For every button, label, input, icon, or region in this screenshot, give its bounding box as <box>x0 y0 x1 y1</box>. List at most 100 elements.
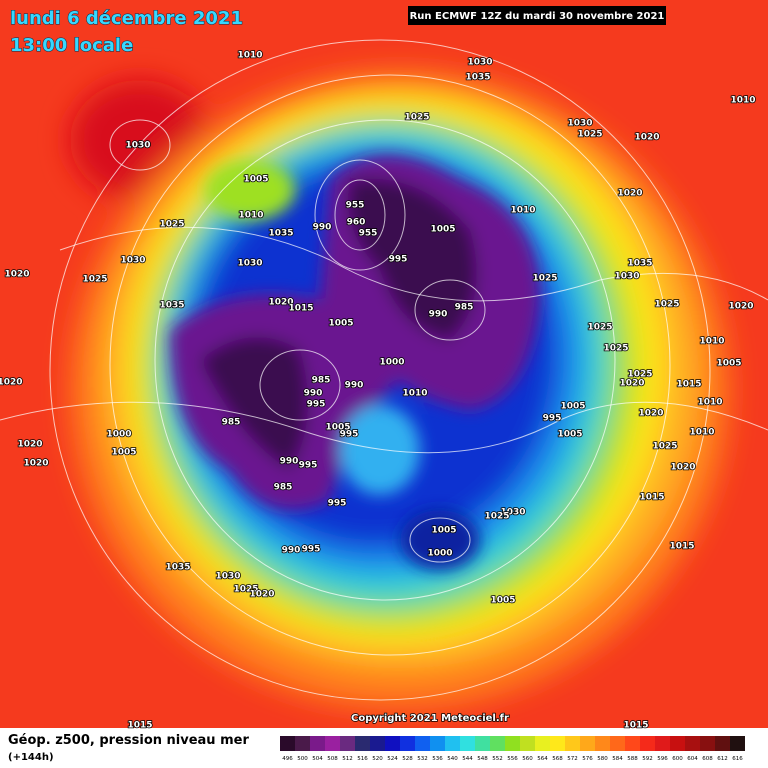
colorbar-cell <box>655 736 670 751</box>
isobar-label: 1025 <box>233 585 258 595</box>
colorbar-cell <box>310 736 325 751</box>
isobar-label: 1005 <box>560 402 585 412</box>
isobar-label: 1020 <box>4 270 29 280</box>
isobar-label: 985 <box>312 376 331 386</box>
isobar-label: 1010 <box>689 428 714 438</box>
isobar-label: 1030 <box>125 141 150 151</box>
footer-title: Géop. z500, pression niveau mer <box>8 733 249 748</box>
isobar-label: 1005 <box>716 359 741 369</box>
isobar-label: 1020 <box>0 378 23 388</box>
isobar-label: 995 <box>328 499 347 509</box>
colorbar-label: 500 <box>297 756 308 762</box>
colorbar-cell <box>340 736 355 751</box>
isobar-label: 1005 <box>243 175 268 185</box>
colorbar: 496 500 504 508 512 516 520 524 528 532 536 540 544 5… <box>280 736 745 762</box>
colorbar-cell <box>490 736 505 751</box>
isobar-label: 1015 <box>623 721 648 731</box>
isobar-label: 1020 <box>23 459 48 469</box>
colorbar-label: 608 <box>702 756 713 762</box>
colorbar-label: 556 <box>507 756 518 762</box>
isobar-label: 1010 <box>238 211 263 221</box>
colorbar-cell <box>295 736 310 751</box>
colorbar-label: 548 <box>477 756 488 762</box>
colorbar-label: 496 <box>282 756 293 762</box>
isobar-label: 1030 <box>614 272 639 282</box>
isobar-label: 995 <box>389 255 408 265</box>
isobar-label: 1025 <box>654 300 679 310</box>
isobar-label: 1000 <box>379 358 404 368</box>
run-info: Run ECMWF 12Z du mardi 30 novembre 2021 <box>410 11 665 22</box>
isobar-label: 990 <box>429 310 448 320</box>
isobar-label: 960 <box>347 218 366 228</box>
isobar-label: 1020 <box>17 440 42 450</box>
colorbar-label: 524 <box>387 756 398 762</box>
colorbar-cell <box>640 736 655 751</box>
isobar-label: 1005 <box>328 319 353 329</box>
isobar-label: 1000 <box>106 430 131 440</box>
colorbar-label: 560 <box>522 756 533 762</box>
isobar-label: 1000 <box>427 549 452 559</box>
colorbar-cell <box>595 736 610 751</box>
colorbar-label: 504 <box>312 756 323 762</box>
colorbar-label: 612 <box>717 756 728 762</box>
isobar-label: 1015 <box>127 721 152 731</box>
isobar-label: 1025 <box>532 274 557 284</box>
colorbar-cell <box>685 736 700 751</box>
colorbar-cell <box>520 736 535 751</box>
colorbar-label: 604 <box>687 756 698 762</box>
colorbar-cell <box>580 736 595 751</box>
isobar-label: 1005 <box>430 225 455 235</box>
isobar-label: 1015 <box>676 380 701 390</box>
colorbar-label: 616 <box>732 756 743 762</box>
run-box <box>408 6 666 25</box>
isobar-label: 1035 <box>627 259 652 269</box>
isobar-label: 1020 <box>619 379 644 389</box>
isobar-label: 1015 <box>639 493 664 503</box>
isobar-label: 1020 <box>634 133 659 143</box>
colorbar-label: 528 <box>402 756 413 762</box>
isobar-label: 1030 <box>237 259 262 269</box>
isobar-label: 1005 <box>325 423 350 433</box>
isobar-label: 1010 <box>699 337 724 347</box>
colorbar-label: 584 <box>612 756 623 762</box>
isobar-label: 1035 <box>165 563 190 573</box>
isobar-label: 1025 <box>82 275 107 285</box>
colorbar-label: 552 <box>492 756 503 762</box>
colorbar-label: 544 <box>462 756 473 762</box>
isobar-label: 1015 <box>288 304 313 314</box>
isobar-label: 990 <box>282 546 301 556</box>
isobar-label: 1020 <box>249 590 274 600</box>
isobar-label: 995 <box>307 400 326 410</box>
isobar-label: 995 <box>302 545 321 555</box>
colorbar-cell <box>700 736 715 751</box>
isobar-label: 1005 <box>490 596 515 606</box>
isobar-label: 1010 <box>697 398 722 408</box>
isobar-label: 1020 <box>638 409 663 419</box>
colorbar-cell <box>730 736 745 751</box>
isobar-label: 985 <box>455 303 474 313</box>
footer-step: (+144h) <box>8 752 54 763</box>
isobar-label: 1025 <box>159 220 184 230</box>
isobar-label: 1025 <box>587 323 612 333</box>
colorbar-label: 540 <box>447 756 458 762</box>
isobar-label: 990 <box>280 457 299 467</box>
colorbar-cell <box>625 736 640 751</box>
colorbar-cell <box>475 736 490 751</box>
isobar-label: 1025 <box>404 113 429 123</box>
isobar-label: 995 <box>299 461 318 471</box>
isobar-label: 1010 <box>510 206 535 216</box>
colorbar-label: 520 <box>372 756 383 762</box>
isobar-label: 1035 <box>465 73 490 83</box>
isobar-label: 995 <box>340 430 359 440</box>
colorbar-cell <box>430 736 445 751</box>
colorbar-cell <box>460 736 475 751</box>
isobar-label: 990 <box>313 223 332 233</box>
isobar-label: 1005 <box>431 526 456 536</box>
colorbar-cell <box>505 736 520 751</box>
colorbar-label: 580 <box>597 756 608 762</box>
isobar-label: 1020 <box>670 463 695 473</box>
isobar-label: 990 <box>345 381 364 391</box>
colorbar-cell <box>445 736 460 751</box>
